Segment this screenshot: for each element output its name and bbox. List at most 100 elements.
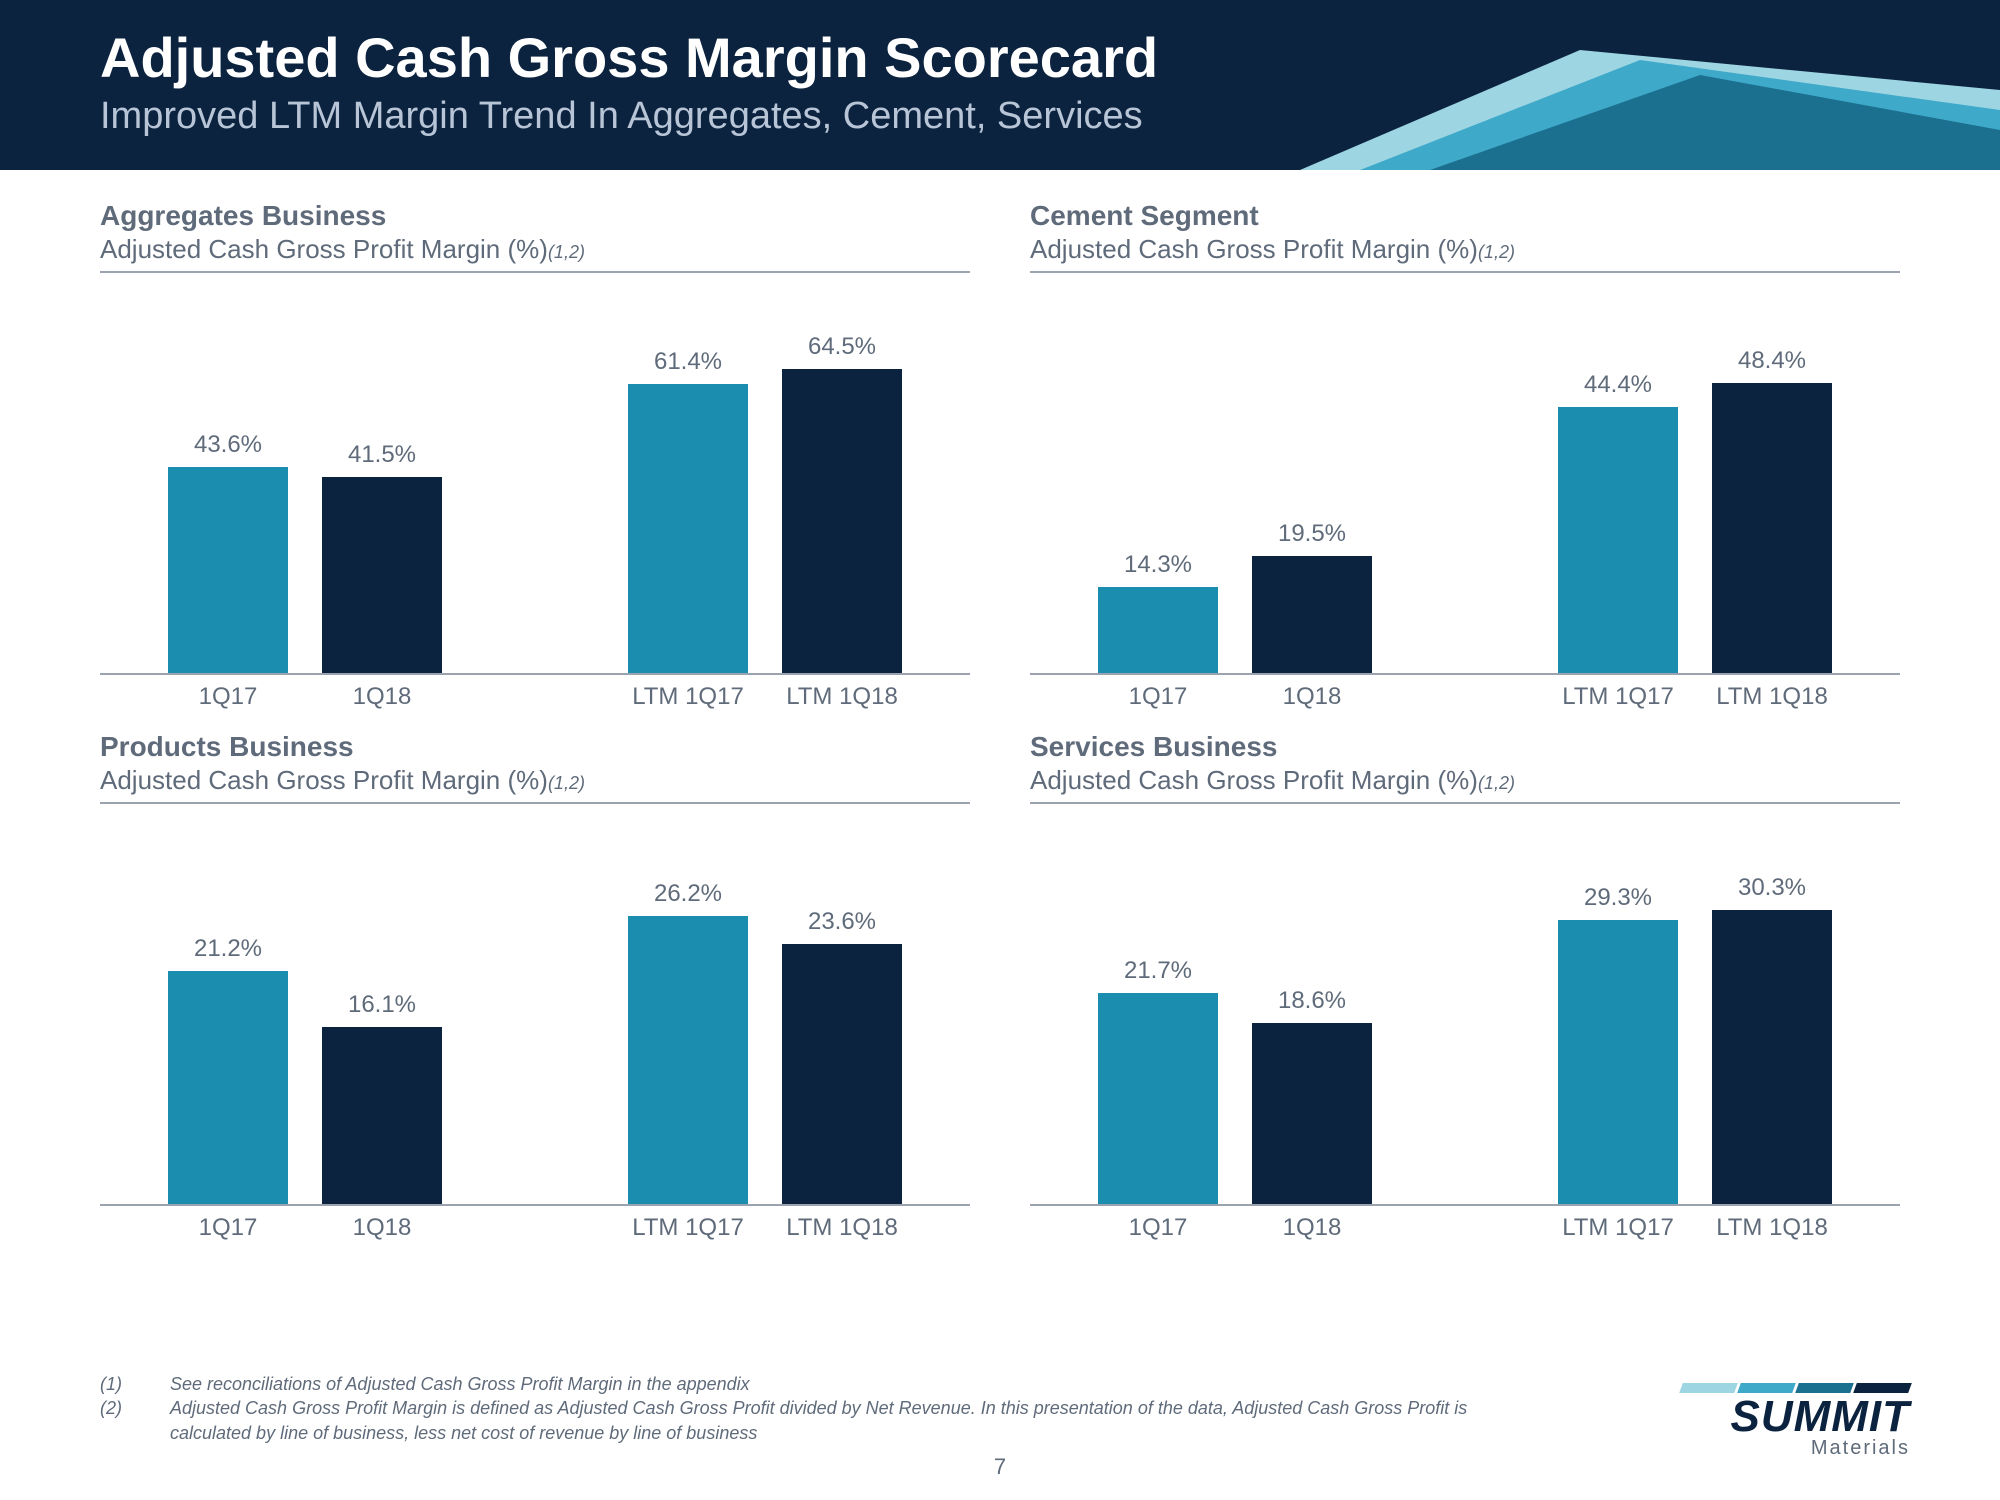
chart-area: 21.2% 16.1% 26.2% 23.6% [100,824,970,1204]
x-tick-label: 1Q18 [312,683,452,711]
x-tick-label: 1Q17 [158,1214,298,1242]
bar: 29.3% [1548,824,1688,1204]
chart-subtitle: Adjusted Cash Gross Profit Margin (%)(1,… [1030,234,1900,273]
x-axis [1030,673,1900,675]
bar-group: 44.4% 48.4% [1490,293,1900,673]
bar-rect [1558,920,1678,1204]
x-tick-label: 1Q17 [158,683,298,711]
footnote-num: (2) [100,1396,170,1445]
x-tick-label: 1Q17 [1088,1214,1228,1242]
bar-value-label: 61.4% [654,348,722,376]
chart-panel: Cement SegmentAdjusted Cash Gross Profit… [1030,200,1900,711]
chart-subtitle: Adjusted Cash Gross Profit Margin (%)(1,… [1030,765,1900,804]
bar-value-label: 21.2% [194,935,262,963]
charts-grid: Aggregates BusinessAdjusted Cash Gross P… [0,170,2000,1242]
x-tick-label: 1Q18 [1242,1214,1382,1242]
bar-rect [628,384,748,673]
bar: 41.5% [312,293,452,673]
bar: 64.5% [772,293,912,673]
bar-group: 21.7% 18.6% [1030,824,1440,1204]
chart-panel: Aggregates BusinessAdjusted Cash Gross P… [100,200,970,711]
bar-rect [1098,993,1218,1204]
bar-value-label: 30.3% [1738,874,1806,902]
x-tick-label: LTM 1Q17 [1548,683,1688,711]
bar-rect [322,477,442,673]
bar: 21.7% [1088,824,1228,1204]
x-axis [100,673,970,675]
chart-title: Aggregates Business [100,200,970,232]
bar-rect [1712,383,1832,673]
company-logo: SUMMIT Materials [1681,1383,1910,1460]
bar: 19.5% [1242,293,1382,673]
bar-rect [168,971,288,1204]
bar-rect [782,944,902,1204]
footnote-text: Adjusted Cash Gross Profit Margin is def… [170,1396,1550,1445]
bar-group: 43.6% 41.5% [100,293,510,673]
footnote: (1)See reconciliations of Adjusted Cash … [100,1372,1550,1396]
bar-value-label: 16.1% [348,991,416,1019]
bar: 18.6% [1242,824,1382,1204]
x-tick-label: 1Q18 [312,1214,452,1242]
bar-rect [1252,1023,1372,1204]
chart-subtitle: Adjusted Cash Gross Profit Margin (%)(1,… [100,234,970,273]
logo-bars-icon [1679,1383,1912,1393]
x-tick-label: LTM 1Q17 [1548,1214,1688,1242]
chart-area: 21.7% 18.6% 29.3% 30.3% [1030,824,1900,1204]
bar-rect [628,916,748,1204]
bar: 43.6% [158,293,298,673]
x-tick-label: LTM 1Q18 [1702,683,1842,711]
bar-value-label: 23.6% [808,908,876,936]
x-tick-label: 1Q18 [1242,683,1382,711]
bar-rect [1252,556,1372,673]
chart-title: Cement Segment [1030,200,1900,232]
bar-rect [782,369,902,673]
x-labels: 1Q171Q18LTM 1Q17LTM 1Q18 [100,1214,970,1242]
bar-value-label: 21.7% [1124,957,1192,985]
bar-group: 29.3% 30.3% [1490,824,1900,1204]
bar: 30.3% [1702,824,1842,1204]
bar-value-label: 48.4% [1738,347,1806,375]
footnote-num: (1) [100,1372,170,1396]
bar: 23.6% [772,824,912,1204]
bar: 48.4% [1702,293,1842,673]
chart-title: Products Business [100,731,970,763]
bar-rect [1712,910,1832,1204]
bar: 16.1% [312,824,452,1204]
x-tick-label: 1Q17 [1088,683,1228,711]
footnote-text: See reconciliations of Adjusted Cash Gro… [170,1372,750,1396]
x-tick-label: LTM 1Q18 [772,1214,912,1242]
bar: 26.2% [618,824,758,1204]
footnotes: (1)See reconciliations of Adjusted Cash … [100,1372,1550,1445]
page-number: 7 [994,1454,1006,1480]
chart-panel: Products BusinessAdjusted Cash Gross Pro… [100,731,970,1242]
logo-text: SUMMIT [1681,1397,1910,1437]
x-axis [100,1204,970,1206]
chart-panel: Services BusinessAdjusted Cash Gross Pro… [1030,731,1900,1242]
chart-area: 43.6% 41.5% 61.4% 64.5% [100,293,970,673]
bar-value-label: 43.6% [194,431,262,459]
bar-value-label: 29.3% [1584,884,1652,912]
x-axis [1030,1204,1900,1206]
bar-rect [322,1027,442,1204]
bar-value-label: 44.4% [1584,371,1652,399]
bar-group: 61.4% 64.5% [560,293,970,673]
x-tick-label: LTM 1Q18 [772,683,912,711]
footnote: (2)Adjusted Cash Gross Profit Margin is … [100,1396,1550,1445]
bar-value-label: 18.6% [1278,987,1346,1015]
bar-value-label: 41.5% [348,441,416,469]
slide-header: Adjusted Cash Gross Margin Scorecard Imp… [0,0,2000,170]
bar: 14.3% [1088,293,1228,673]
bar-value-label: 64.5% [808,333,876,361]
header-swoosh-icon [1300,0,2000,170]
bar: 61.4% [618,293,758,673]
bar-rect [168,467,288,673]
bar-group: 14.3%19.5% [1030,293,1440,673]
x-labels: 1Q17 1Q18 LTM 1Q17 LTM 1Q18 [1030,683,1900,711]
bar-value-label: 26.2% [654,880,722,908]
x-tick-label: LTM 1Q18 [1702,1214,1842,1242]
chart-subtitle: Adjusted Cash Gross Profit Margin (%)(1,… [100,765,970,804]
chart-title: Services Business [1030,731,1900,763]
bar: 44.4% [1548,293,1688,673]
bar: 21.2% [158,824,298,1204]
x-labels: 1Q171Q18LTM 1Q17LTM 1Q18 [100,683,970,711]
